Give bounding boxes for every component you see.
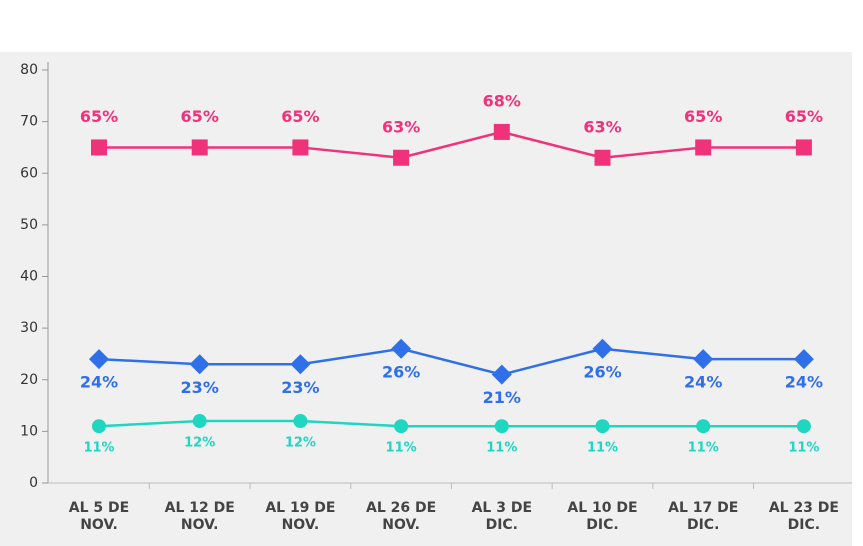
x-tick-label: DIC.: [788, 517, 820, 533]
x-tick-label: AL 23 DE: [769, 500, 839, 516]
data-label: 11%: [788, 441, 819, 456]
data-label: 11%: [83, 441, 114, 456]
data-label: 68%: [483, 91, 521, 110]
data-label: 23%: [181, 378, 219, 397]
y-tick-label: 50: [20, 217, 38, 233]
x-tick-label: DIC.: [687, 517, 719, 533]
x-tick-label: AL 12 DE: [165, 500, 235, 516]
series-line: [98, 419, 804, 428]
data-label: 24%: [785, 373, 823, 392]
data-label: 65%: [80, 107, 118, 126]
series-line: [98, 347, 804, 376]
y-tick-label: 10: [20, 423, 38, 439]
x-tick-label: AL 17 DE: [668, 500, 738, 516]
data-label: 11%: [688, 441, 719, 456]
y-tick-label: 40: [20, 269, 38, 285]
y-tick-label: 30: [20, 320, 38, 336]
x-tick-label: AL 10 DE: [567, 500, 637, 516]
marker: [493, 123, 510, 140]
data-label: 26%: [583, 362, 621, 381]
series-line: [99, 130, 804, 160]
marker: [89, 349, 109, 370]
marker: [290, 354, 311, 375]
marker: [293, 414, 308, 429]
data-label: 65%: [281, 107, 319, 126]
marker: [394, 419, 409, 434]
y-tick-label: 60: [20, 165, 38, 181]
data-label: 65%: [785, 107, 823, 126]
x-tick-label: NOV.: [181, 517, 219, 533]
marker: [595, 419, 610, 434]
y-tick-label: 80: [20, 62, 38, 78]
marker: [696, 419, 711, 434]
data-label: 11%: [486, 441, 517, 456]
data-label: 21%: [483, 388, 521, 407]
y-tick-label: 20: [20, 372, 38, 388]
y-tick-label: 0: [29, 475, 38, 491]
marker: [695, 139, 712, 156]
marker: [592, 338, 613, 359]
x-tick-label: DIC.: [586, 517, 618, 533]
data-label: 11%: [587, 441, 618, 456]
marker: [494, 419, 509, 434]
marker: [191, 139, 208, 156]
marker: [594, 149, 611, 166]
marker: [91, 139, 107, 156]
data-label: 26%: [382, 362, 420, 381]
data-label: 65%: [684, 107, 722, 126]
x-tick-label: DIC.: [486, 517, 518, 533]
x-tick-label: AL 19 DE: [265, 500, 335, 516]
plot-background: [0, 52, 852, 546]
marker: [391, 338, 412, 359]
data-label: 24%: [80, 373, 118, 392]
marker: [92, 419, 106, 434]
data-label: 63%: [583, 117, 621, 136]
marker: [292, 139, 309, 156]
data-label: 65%: [181, 107, 219, 126]
marker: [795, 139, 812, 156]
data-label: 63%: [382, 117, 420, 136]
x-tick-label: AL 3 DE: [472, 500, 532, 516]
marker: [192, 414, 207, 429]
marker: [796, 419, 811, 434]
data-label: 12%: [184, 436, 215, 451]
data-label: 11%: [386, 441, 417, 456]
marker: [491, 364, 512, 385]
marker: [189, 354, 210, 375]
x-tick-label: AL 26 DE: [366, 500, 436, 516]
data-label: 12%: [285, 436, 316, 451]
data-label: 24%: [684, 373, 722, 392]
y-tick-label: 70: [20, 114, 38, 130]
x-tick-label: AL 5 DE: [69, 500, 129, 516]
x-tick-label: NOV.: [282, 517, 320, 533]
x-tick-label: NOV.: [382, 517, 420, 533]
x-tick-label: NOV.: [80, 517, 118, 533]
marker: [393, 149, 410, 166]
marker: [693, 349, 714, 370]
marker: [793, 349, 814, 370]
data-label: 23%: [281, 378, 319, 397]
